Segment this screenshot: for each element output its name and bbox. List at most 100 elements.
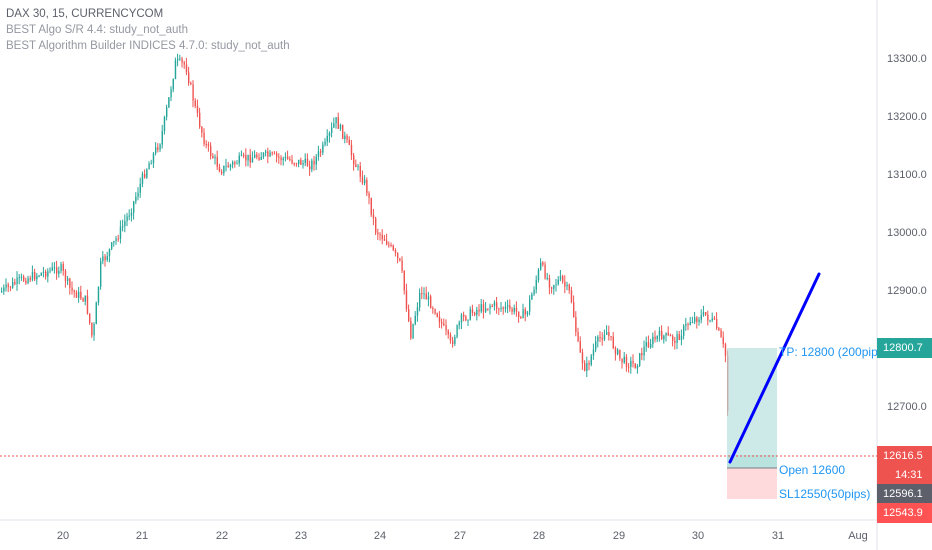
candle-body bbox=[691, 322, 694, 324]
candle-body bbox=[225, 165, 227, 167]
candle-body bbox=[645, 342, 647, 347]
candle-body bbox=[234, 162, 236, 164]
candle-body bbox=[245, 155, 247, 161]
candle-body bbox=[445, 325, 447, 331]
time-tick-23: 23 bbox=[295, 530, 307, 542]
candle-body bbox=[595, 341, 597, 350]
candle-body bbox=[711, 318, 713, 321]
candle-body bbox=[152, 153, 155, 164]
stop-loss-zone[interactable] bbox=[727, 468, 777, 499]
candle-body bbox=[386, 240, 388, 245]
candle-body bbox=[636, 365, 639, 369]
trend-line[interactable] bbox=[728, 272, 821, 464]
candle-body bbox=[289, 159, 291, 161]
candle-body bbox=[205, 144, 207, 146]
candle-body bbox=[546, 277, 548, 279]
candle-body bbox=[436, 313, 438, 317]
candle-body bbox=[124, 221, 126, 226]
candle-body bbox=[201, 126, 203, 133]
candle-body bbox=[372, 214, 375, 219]
candle-body bbox=[82, 298, 84, 302]
candle-body bbox=[434, 309, 436, 314]
candle-body bbox=[625, 356, 628, 367]
candle-body bbox=[469, 309, 471, 320]
candle-body bbox=[606, 332, 608, 335]
candle-body bbox=[287, 156, 289, 160]
candle-body bbox=[243, 154, 245, 156]
candle-body bbox=[361, 176, 364, 184]
candle-body bbox=[12, 282, 14, 288]
candle-body bbox=[161, 131, 163, 145]
candle-body bbox=[210, 145, 212, 156]
candle-body bbox=[515, 307, 518, 312]
candle-body bbox=[199, 112, 201, 127]
candle-body bbox=[278, 156, 280, 158]
candle-body bbox=[137, 192, 139, 197]
candle-body bbox=[566, 284, 568, 287]
candle-body bbox=[223, 165, 225, 174]
candle-body bbox=[144, 174, 146, 178]
time-tick-22: 22 bbox=[216, 530, 228, 542]
candle-body bbox=[172, 79, 174, 90]
candle-body bbox=[333, 123, 335, 128]
entry-zone[interactable] bbox=[727, 455, 777, 468]
price-tick-13300: 13300.0 bbox=[887, 53, 927, 65]
candle-body bbox=[441, 322, 443, 324]
candle-body bbox=[722, 337, 724, 345]
time-tick-31: 31 bbox=[772, 530, 784, 542]
candle-body bbox=[694, 317, 696, 323]
candle-body bbox=[509, 305, 511, 309]
candle-body bbox=[438, 316, 441, 323]
candle-body bbox=[412, 324, 414, 339]
candle-body bbox=[375, 218, 377, 233]
candle-body bbox=[113, 241, 115, 243]
candle-body bbox=[203, 132, 205, 145]
price-tick-13200: 13200.0 bbox=[887, 111, 927, 123]
candle-body bbox=[698, 319, 700, 323]
candle-body bbox=[535, 280, 537, 290]
candle-body bbox=[559, 276, 562, 280]
current-price-badge: 12616.5 bbox=[877, 446, 932, 466]
take-profit-zone[interactable] bbox=[727, 348, 777, 455]
candle-body bbox=[207, 144, 210, 146]
candle-body bbox=[489, 305, 491, 309]
candle-body bbox=[397, 253, 399, 259]
candle-body bbox=[315, 156, 317, 165]
candle-body bbox=[467, 319, 469, 321]
candle-body bbox=[480, 304, 482, 312]
indicator-label-sr[interactable]: BEST Algo S/R 4.4: study_not_auth bbox=[6, 24, 188, 36]
candle-body bbox=[392, 245, 394, 251]
candle-body bbox=[678, 334, 680, 341]
candle-body bbox=[634, 363, 636, 369]
candle-body bbox=[724, 344, 727, 356]
candle-body bbox=[342, 124, 344, 139]
candle-body bbox=[150, 163, 152, 165]
candle-body bbox=[34, 272, 36, 280]
candle-body bbox=[146, 169, 148, 178]
candle-body bbox=[328, 132, 331, 137]
candle-body bbox=[401, 260, 403, 271]
symbol-title[interactable]: DAX 30, 15, CURRENCYCOM bbox=[6, 8, 164, 20]
candle-body bbox=[236, 163, 238, 165]
candle-body bbox=[309, 166, 311, 170]
candle-body bbox=[117, 238, 119, 240]
candle-body bbox=[456, 325, 458, 338]
candle-body bbox=[504, 306, 507, 309]
candle-body bbox=[355, 164, 357, 168]
candle-body bbox=[170, 89, 172, 98]
candle-body bbox=[592, 349, 595, 356]
candle-body bbox=[9, 286, 12, 288]
candle-body bbox=[119, 226, 122, 239]
candle-body bbox=[449, 334, 452, 341]
candle-body bbox=[474, 312, 476, 315]
candle-body bbox=[674, 340, 676, 343]
candle-body bbox=[383, 239, 386, 241]
candle-body bbox=[80, 291, 82, 299]
candle-body bbox=[498, 308, 500, 310]
candle-body bbox=[344, 135, 346, 139]
time-tick-27: 27 bbox=[454, 530, 466, 542]
candle-body bbox=[370, 197, 372, 215]
indicator-label-algo-builder[interactable]: BEST Algorithm Builder INDICES 4.7.0: st… bbox=[6, 40, 290, 52]
candle-body bbox=[610, 335, 612, 337]
